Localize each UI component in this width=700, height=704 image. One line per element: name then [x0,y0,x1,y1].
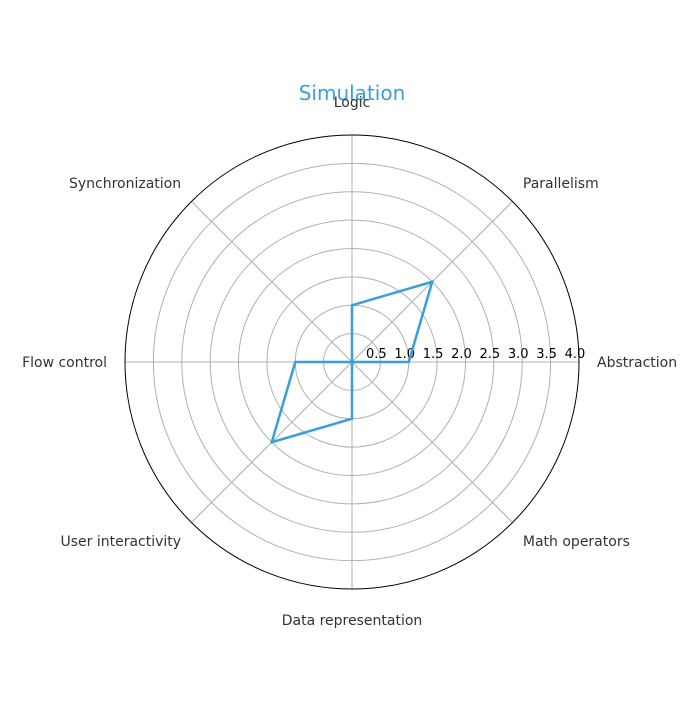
category-label: Logic [334,95,371,111]
category-label: Parallelism [523,176,599,192]
grid-spoke [191,201,353,363]
series-line [269,279,435,445]
category-label: Data representation [282,613,423,629]
category-label: Flow control [22,355,107,371]
outer-circle [124,134,580,590]
category-label: Math operators [523,534,630,550]
category-label: Synchronization [69,176,181,192]
radial-tick-label: 2.5 [480,347,501,362]
radial-tick-label: 2.0 [451,347,472,362]
radial-tick-label: 3.5 [536,347,557,362]
radial-tick-label: 4.0 [565,347,586,362]
grid-spoke [351,361,513,523]
chart-title: Simulation [299,81,406,105]
category-label: User interactivity [61,534,182,550]
radial-tick-label: 3.0 [508,347,529,362]
radial-tick-label: 1.5 [423,347,444,362]
radial-tick-label: 0.5 [366,347,387,362]
category-label: Abstraction [597,355,677,371]
